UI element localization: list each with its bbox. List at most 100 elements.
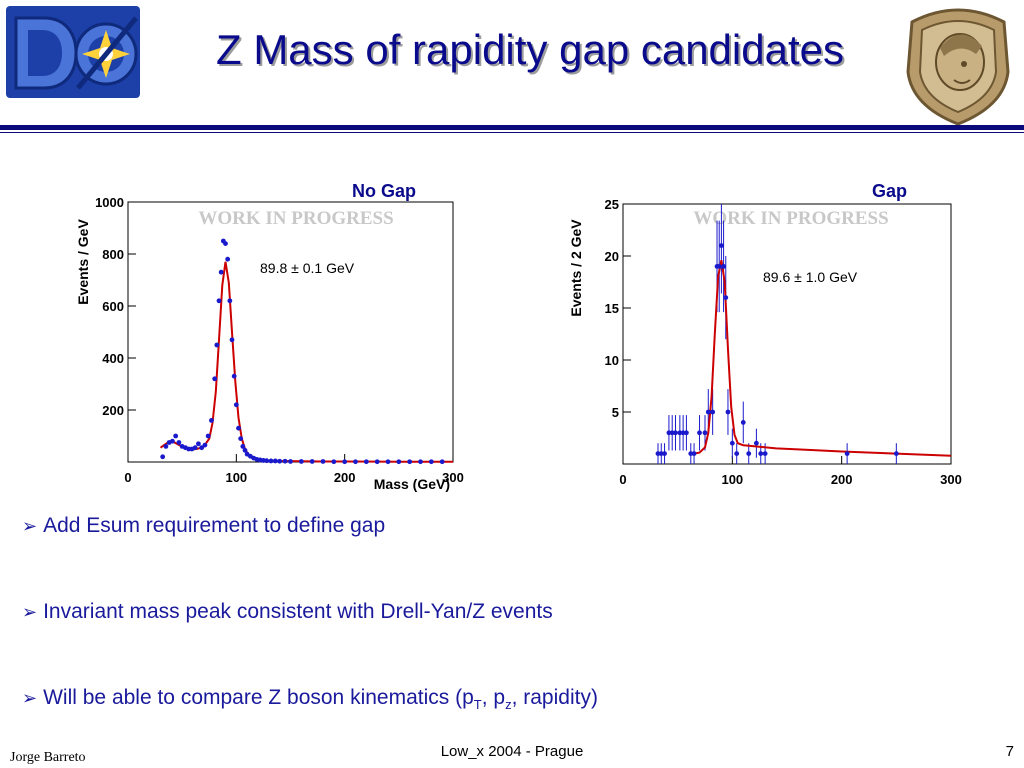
chart-no-gap-svg: No Gap WORK IN PROGRESS 89.8 ± 0.1 GeV E… [75,181,464,492]
data-point [205,433,211,439]
x-axis-label: Mass (GeV) [374,476,450,492]
plot-frame [127,201,454,463]
data-point [229,337,235,343]
data-point [218,269,224,275]
footer-author: Jorge Barreto [10,750,86,765]
fit-annotation: 89.8 ± 0.1 GeV [260,260,355,276]
bullet-text-tail: , rapidity) [511,686,598,709]
data-point [173,433,179,439]
data-point [288,459,293,464]
x-tick-label: 300 [940,472,962,487]
data-point [223,241,228,246]
x-tick-label: 100 [225,470,247,485]
data-point [192,445,198,451]
fit-curve [159,261,453,463]
data-point [199,445,205,451]
bullet-subscript: T [473,697,482,713]
watermark: WORK IN PROGRESS [198,208,393,229]
y-tick-label: 1000 [95,195,124,210]
data-point [202,442,208,448]
data-point [176,440,182,445]
y-tick-label: 25 [605,197,619,212]
data-point [428,459,434,465]
data-point [331,459,337,465]
data-point [702,430,708,436]
title-underline-thin [0,132,1024,133]
data-point [655,451,661,456]
page-number: 7 [1005,743,1014,760]
x-tick-label: 200 [334,470,356,485]
bullet-1: ➢ Add Esum requirement to define gap [22,514,385,538]
y-tick-label: 20 [605,249,619,264]
chart-no-gap: No Gap WORK IN PROGRESS 89.8 ± 0.1 GeV E… [70,176,470,496]
data-point [363,459,369,465]
data-point [758,451,764,456]
data-point [680,430,686,436]
data-point [272,458,278,464]
data-point [684,430,689,436]
data-point [212,376,218,382]
bullet-2: ➢ Invariant mass peak consistent with Dre… [22,600,553,624]
arrow-bullet-icon: ➢ [22,688,38,708]
data-point [407,459,413,465]
plot-frame [622,203,952,465]
data-point [746,451,752,456]
footer-event: Low_x 2004 - Prague [440,743,584,760]
data-point [214,342,220,348]
x-tick-label: 100 [721,472,743,487]
x-tick-label: 200 [831,472,853,487]
y-axis-label: Events / 2 GeV [568,219,584,317]
y-tick-label: 800 [102,247,124,262]
data-point [705,409,711,415]
data-point [721,264,726,269]
bullet-text: Add Esum requirement to define gap [43,514,386,537]
watermark: WORK IN PROGRESS [693,208,888,229]
data-point [160,454,166,460]
data-point [225,256,231,262]
title-underline-thick [0,125,1024,130]
data-point [729,440,735,446]
data-point [439,459,445,465]
bullet-subscript: z [505,697,512,713]
data-point [216,298,222,304]
data-point [209,418,214,423]
arrow-bullet-icon: ➢ [22,602,38,622]
x-tick-label: 0 [619,472,626,487]
data-point [236,425,241,431]
data-point [242,447,248,453]
data-point [309,459,315,464]
data-point [716,264,722,269]
data-point [697,430,702,436]
data-point [710,409,716,415]
chart-title: No Gap [352,181,416,201]
data-point [669,430,675,436]
data-point [753,440,759,446]
y-tick-label: 400 [102,351,124,366]
data-point [170,438,175,444]
data-point [320,459,326,464]
bullet-3: ➢ Will be able to compare Z boson kinemat… [22,686,598,712]
data-point [233,402,239,408]
fit-annotation: 89.6 ± 1.0 GeV [763,269,858,285]
data-point [196,441,201,447]
university-seal [904,2,1012,126]
x-tick-label: 0 [124,470,131,485]
data-point [231,373,237,379]
data-point [666,430,672,436]
data-point [688,451,694,456]
data-point [374,459,380,465]
data-point [342,459,348,465]
data-point [163,444,169,449]
data-point [227,298,233,304]
bullet-text: Invariant mass peak consistent with Drel… [43,600,553,623]
data-point [740,420,746,425]
y-tick-label: 5 [612,405,619,420]
data-point [264,458,270,464]
bullet-text-mid: , p [481,686,506,709]
data-point [396,459,402,465]
slide-title: Z Mass of rapidity gap candidates [216,26,844,73]
x-tick-label: 300 [442,470,464,485]
data-point [277,458,283,464]
data-point [719,243,724,248]
data-point [673,430,678,436]
